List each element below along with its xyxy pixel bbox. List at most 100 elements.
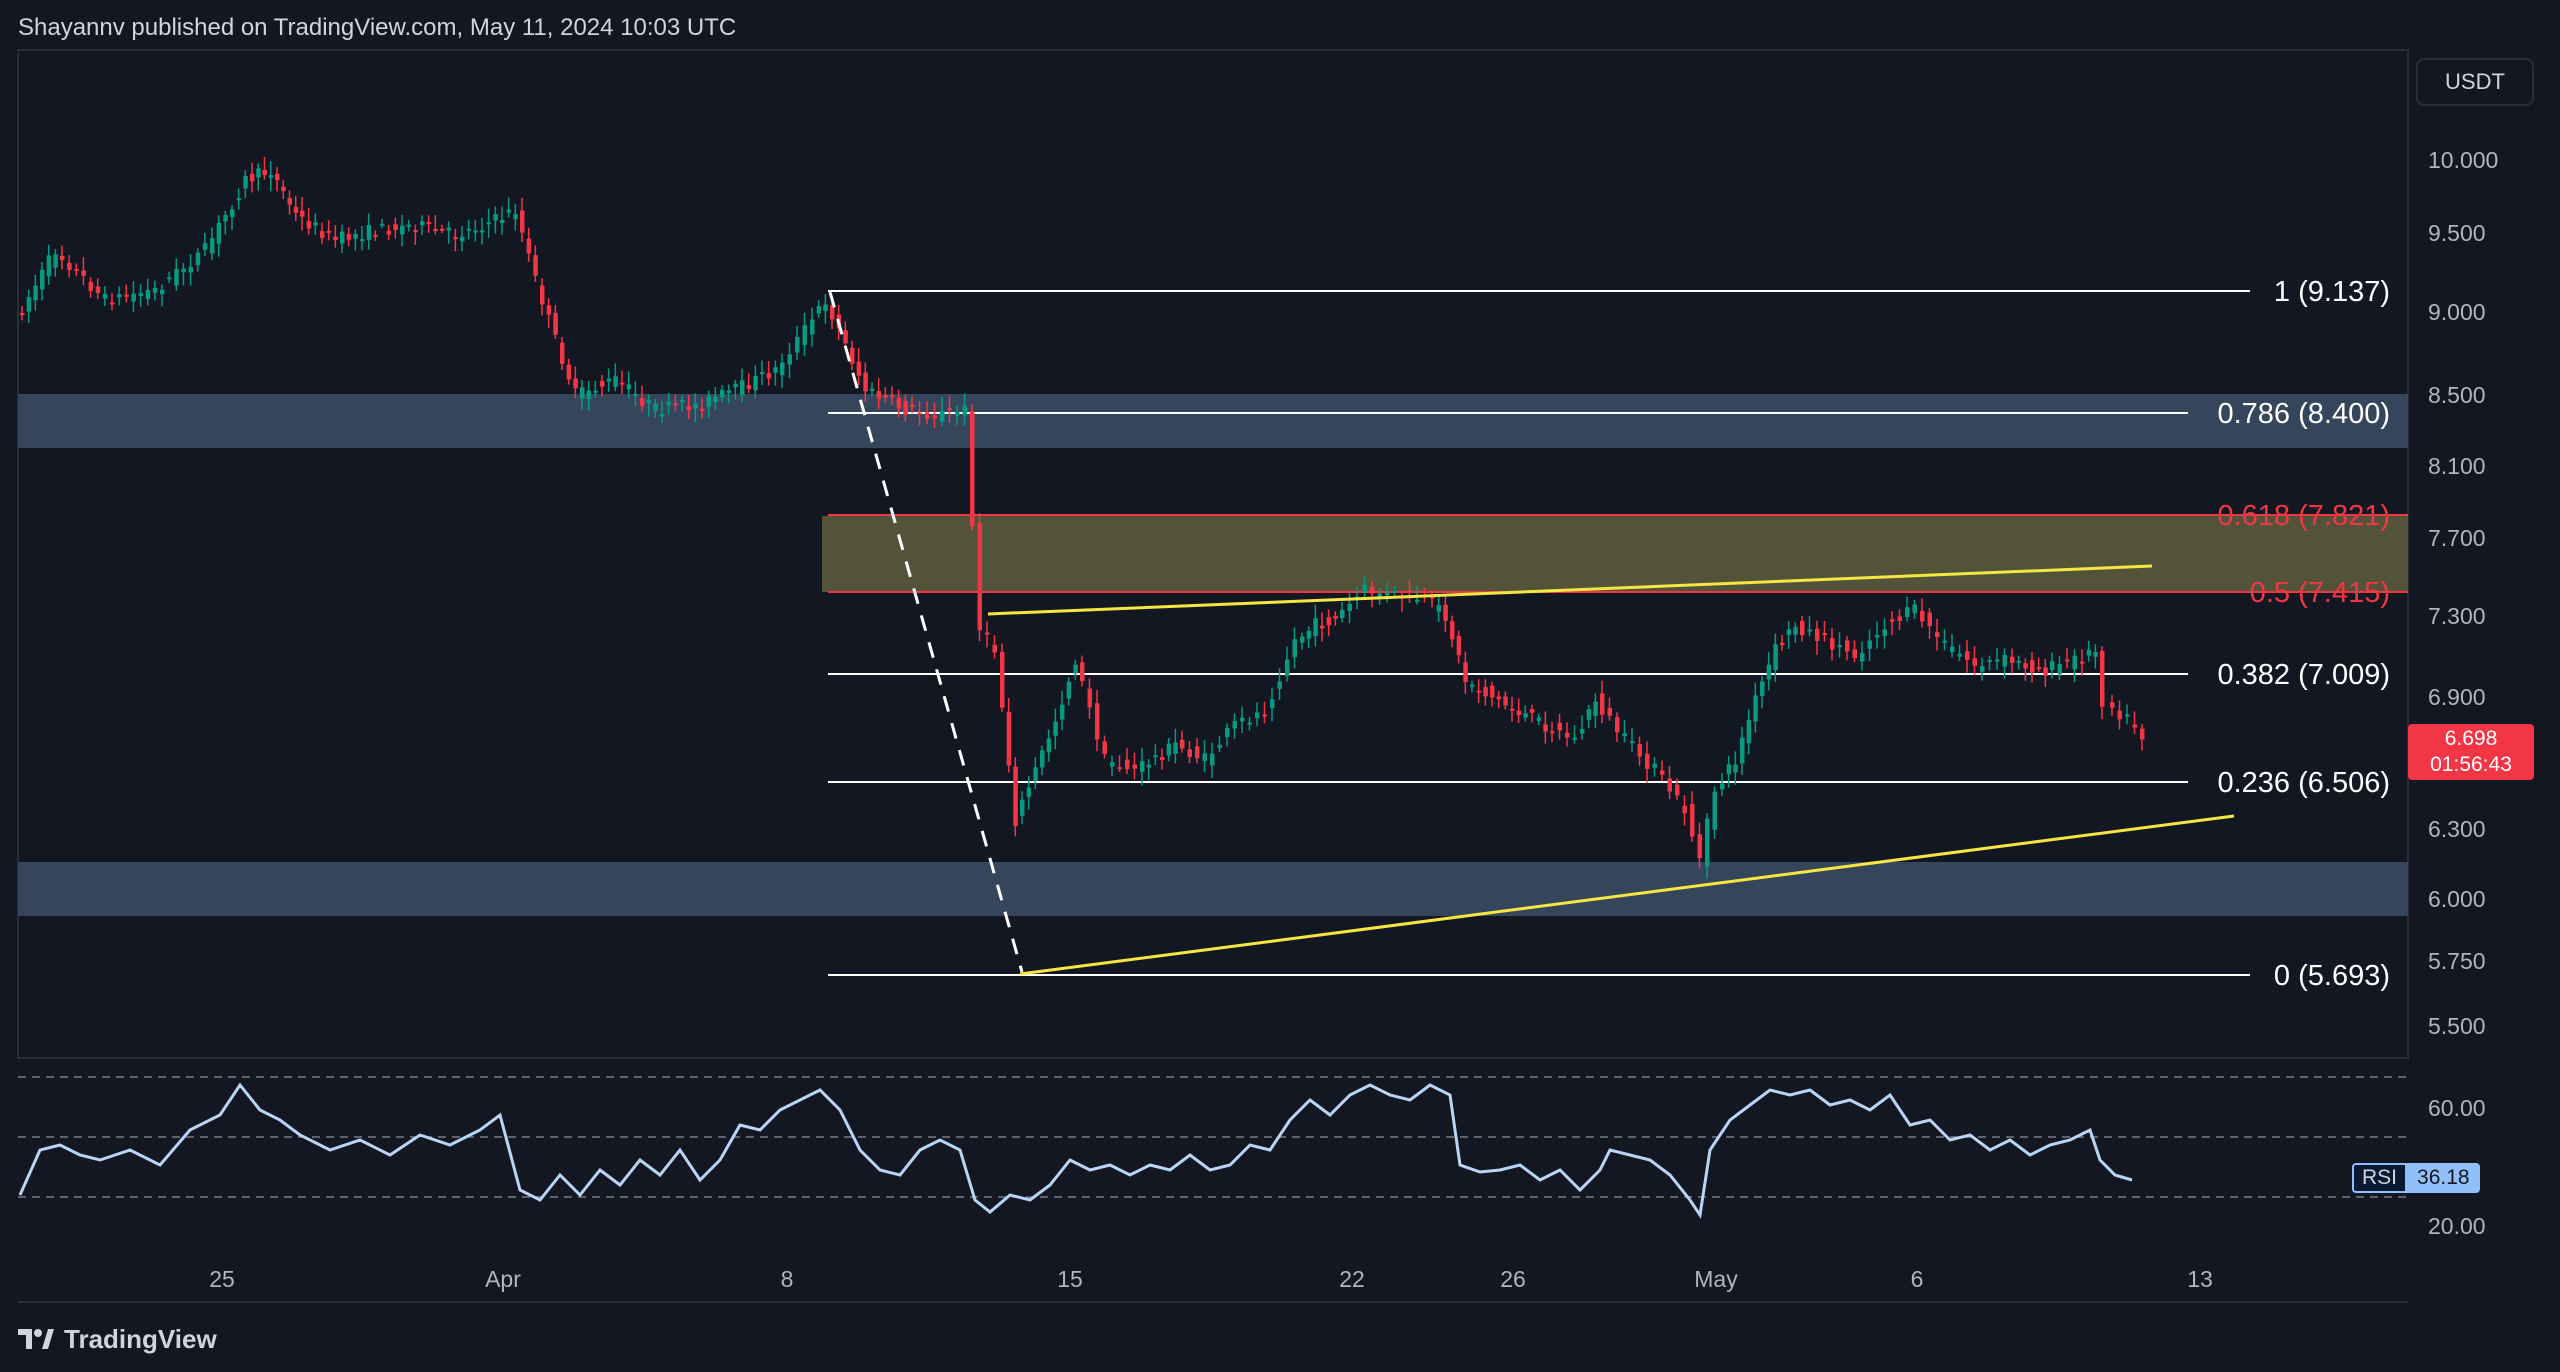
price-tick-label: 9.500 bbox=[2428, 220, 2486, 246]
candle-body bbox=[236, 198, 242, 201]
swing-dashed-line[interactable] bbox=[828, 291, 1024, 973]
candle-body bbox=[540, 285, 545, 305]
candle-body bbox=[1837, 645, 1842, 648]
candle-body bbox=[1793, 626, 1798, 635]
candle-body bbox=[1066, 681, 1072, 699]
rsi-value-badge: RSI 36.18 bbox=[2352, 1163, 2480, 1193]
candle-body bbox=[1516, 710, 1522, 716]
candle-body bbox=[1807, 629, 1812, 632]
candle-body bbox=[181, 268, 186, 273]
candle-body bbox=[486, 222, 492, 225]
candle-body bbox=[1153, 755, 1158, 758]
time-tick-label: 6 bbox=[1911, 1266, 1924, 1292]
candle-body bbox=[340, 231, 345, 244]
price-axis[interactable]: 10.000 9.500 9.000 8.500 8.100 7.700 7.300 6.90… bbox=[2428, 147, 2498, 1039]
candle-body bbox=[1255, 712, 1260, 719]
candle-body bbox=[1240, 717, 1245, 722]
candle-body bbox=[1306, 630, 1312, 639]
candle-body bbox=[393, 224, 398, 230]
rsi-line bbox=[18, 1082, 2133, 1220]
candle-body bbox=[1053, 721, 1058, 736]
candle-body bbox=[353, 234, 358, 239]
candle-body bbox=[1262, 714, 1267, 717]
candle-body bbox=[1682, 805, 1687, 814]
candle-body bbox=[366, 225, 372, 240]
fibonacci-retracement[interactable]: 1 (9.137) 0.786 (8.400) 0.618 (7.821) 0.5 (… bbox=[828, 276, 2408, 992]
candle-body bbox=[1815, 628, 1820, 641]
candle-body bbox=[480, 230, 485, 233]
candle-body bbox=[1195, 746, 1200, 759]
candle-body bbox=[1965, 651, 1970, 661]
candle-body bbox=[613, 376, 618, 387]
candle-body bbox=[686, 406, 692, 411]
candle-body bbox=[1483, 686, 1488, 697]
candle-body bbox=[195, 252, 201, 266]
candle-body bbox=[1415, 599, 1420, 602]
last-price-badge: 6.698 01:56:43 bbox=[2408, 724, 2534, 780]
candle-body bbox=[1897, 616, 1902, 621]
candle-body bbox=[733, 383, 738, 388]
candle-body bbox=[88, 281, 94, 292]
candle-body bbox=[293, 207, 299, 213]
candle-body bbox=[787, 354, 792, 365]
candle-body bbox=[633, 393, 638, 396]
candle-body bbox=[1622, 733, 1627, 736]
candle-body bbox=[46, 255, 52, 277]
candle-body bbox=[346, 234, 352, 240]
candle-body bbox=[2065, 659, 2070, 662]
rsi-label: RSI bbox=[2352, 1163, 2408, 1193]
currency-selector[interactable]: USDT bbox=[2416, 58, 2534, 106]
candle-body bbox=[1667, 778, 1672, 792]
candle-body bbox=[202, 243, 208, 250]
candle-body bbox=[1830, 638, 1835, 650]
candle-body bbox=[440, 228, 445, 231]
lower-trendline[interactable] bbox=[1019, 814, 2235, 976]
candle-body bbox=[1733, 764, 1738, 773]
upper-trendline[interactable] bbox=[987, 564, 2153, 616]
candle-body bbox=[1867, 640, 1872, 649]
publisher-line: Shayannv published on TradingView.com, M… bbox=[18, 14, 737, 41]
time-axis[interactable]: 25 Apr 8 15 22 26 May 6 13 bbox=[209, 1266, 2213, 1292]
candle-body bbox=[413, 230, 418, 233]
candle-body bbox=[446, 227, 452, 231]
candle-body bbox=[53, 254, 58, 268]
candle-body bbox=[940, 410, 945, 422]
candle-body bbox=[2030, 660, 2035, 673]
candle-body bbox=[1600, 693, 1605, 715]
candle-body bbox=[2016, 660, 2022, 663]
candle-body bbox=[1225, 727, 1230, 738]
candle-body bbox=[2072, 655, 2077, 670]
candle-body bbox=[1377, 593, 1382, 597]
candle-body bbox=[1326, 617, 1332, 626]
candle-body bbox=[726, 390, 732, 393]
candle-body bbox=[300, 210, 305, 217]
candle-body bbox=[145, 289, 151, 300]
price-tick-label: 8.500 bbox=[2428, 382, 2486, 408]
candle-body bbox=[256, 168, 261, 178]
rsi-value: 36.18 bbox=[2407, 1163, 2480, 1193]
candle-body bbox=[1333, 615, 1338, 619]
candle-body bbox=[660, 414, 665, 417]
support-zone bbox=[18, 862, 2408, 916]
candle-body bbox=[275, 173, 280, 181]
candle-body bbox=[2036, 667, 2042, 670]
price-tick-label: 6.300 bbox=[2428, 816, 2486, 842]
candle-body bbox=[1637, 744, 1642, 757]
candle-body bbox=[333, 236, 338, 241]
candle-body bbox=[713, 396, 718, 403]
candle-body bbox=[2093, 651, 2098, 657]
price-tick-label: 10.000 bbox=[2428, 147, 2498, 173]
candle-body bbox=[513, 214, 518, 220]
candle-body bbox=[1160, 756, 1165, 761]
time-tick-label: 25 bbox=[209, 1266, 235, 1292]
rsi-axis: 60.00 20.00 bbox=[2428, 1095, 2486, 1239]
candle-body bbox=[1270, 699, 1275, 709]
candle-body bbox=[1060, 704, 1065, 720]
candle-body bbox=[1942, 640, 1947, 643]
tradingview-logo[interactable]: TradingView bbox=[18, 1322, 217, 1356]
candle-body bbox=[1496, 696, 1502, 700]
candle-body bbox=[962, 405, 967, 416]
candle-body bbox=[1675, 784, 1680, 796]
candle-body bbox=[1875, 635, 1880, 638]
